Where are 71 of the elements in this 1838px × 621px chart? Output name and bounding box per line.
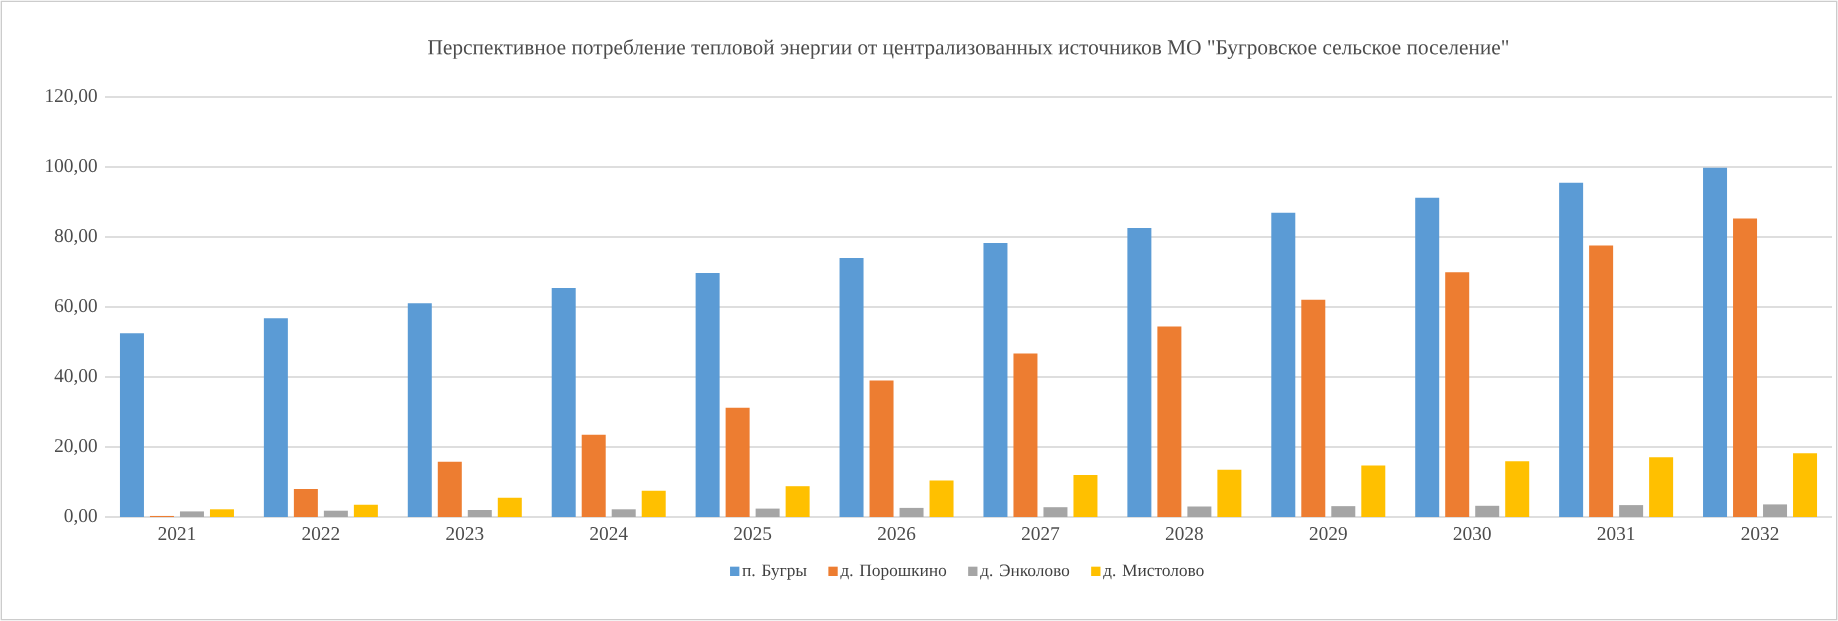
bar [1649,457,1674,517]
bar [581,434,606,517]
bar [785,486,810,517]
bar [1415,197,1440,517]
bar [1301,299,1326,517]
bar [1619,505,1644,517]
bar [263,318,288,517]
legend-label: д. Мистолово [1103,564,1204,580]
y-tick-label: 20,00 [54,439,97,455]
chart-title: Перспективное потребление тепловой энергии от централизованных источников МО "Бугровское сельское поселение" [428,39,1509,59]
bar [1271,212,1296,517]
y-tick-label: 0,00 [64,509,97,525]
bar [695,273,720,517]
bar [1187,506,1212,517]
y-tick-label: 100,00 [46,159,97,175]
x-tick-label: 2021 [158,527,196,541]
bar [869,380,894,517]
bar [1043,507,1068,517]
bar [1793,453,1818,517]
legend-label: д. Порошкино [840,564,947,580]
bar [1013,353,1038,517]
bar [1331,506,1356,517]
bar [1361,465,1386,517]
bar [209,509,234,517]
bar [1157,326,1182,517]
bar [641,490,666,517]
bar [1445,272,1470,517]
x-tick-label: 2028 [1165,527,1203,541]
bar [353,504,378,517]
y-tick-label: 120,00 [46,89,97,105]
y-tick-label: 40,00 [54,369,97,385]
bar [119,333,144,517]
bar [1589,245,1614,517]
bar [755,508,780,517]
y-tick-label: 80,00 [54,229,97,245]
x-tick-label: 2022 [302,527,340,541]
bar [1703,167,1728,517]
x-tick-label: 2025 [734,527,772,541]
bar [725,407,750,517]
bar [293,489,318,517]
bar [1763,504,1788,517]
bar [1217,469,1242,517]
x-tick-label: 2031 [1597,527,1635,541]
bar [407,303,432,517]
bar [323,510,348,517]
bar [497,497,522,517]
legend-label: п. Бугры [742,564,807,580]
bar [179,511,204,517]
bar [1559,182,1584,517]
x-tick-label: 2029 [1309,527,1347,541]
x-tick-label: 2024 [590,527,628,541]
bar [467,510,492,517]
legend-label: д. Энколово [980,564,1070,580]
bar [1475,505,1500,517]
x-tick-label: 2027 [1021,527,1060,541]
bar [551,288,576,517]
x-tick-label: 2026 [878,527,916,541]
bar [437,461,462,517]
bar [1127,227,1152,517]
bar [1505,461,1530,517]
y-tick-label: 60,00 [54,299,97,315]
bar [1733,218,1758,517]
x-tick-label: 2023 [446,527,484,541]
x-tick-label: 2030 [1453,527,1491,541]
x-tick-label: 2032 [1741,527,1779,541]
bar [899,507,924,517]
bar [1073,475,1098,517]
bar [929,480,954,517]
bar [839,258,864,517]
bar [611,509,636,517]
bar [983,242,1008,517]
